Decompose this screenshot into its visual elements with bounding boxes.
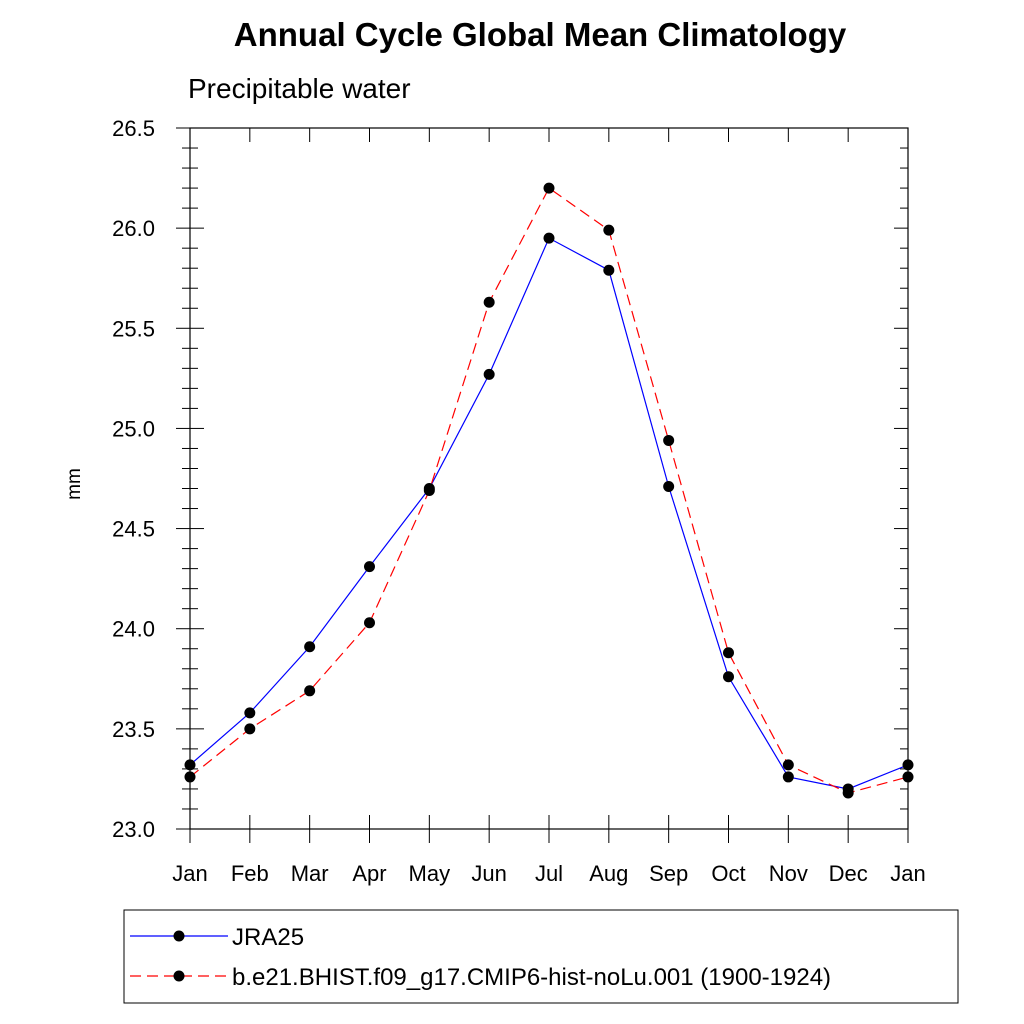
legend: JRA25 b.e21.BHIST.f09_g17.CMIP6-hist-noLu… xyxy=(123,909,959,1004)
x-tick-label: Jan xyxy=(172,861,207,886)
data-point xyxy=(663,481,675,493)
data-point xyxy=(483,296,495,308)
data-point xyxy=(603,224,615,236)
data-point xyxy=(543,182,555,194)
y-tick-label: 23.5 xyxy=(112,717,155,742)
data-point xyxy=(842,787,854,799)
x-tick-label: Mar xyxy=(291,861,329,886)
data-point xyxy=(543,232,555,244)
axis-ticks xyxy=(176,127,909,843)
legend-item-1: JRA25 xyxy=(130,924,304,951)
series-line xyxy=(189,237,909,790)
x-tick-label: Jul xyxy=(535,861,563,886)
y-tick-labels: 23.0 23.5 24.0 24.5 25.0 25.5 26.0 26.5 xyxy=(112,116,155,842)
data-point xyxy=(184,771,196,783)
data-point xyxy=(244,723,256,735)
legend-box xyxy=(123,909,959,1004)
data-point xyxy=(364,561,375,573)
data-point xyxy=(244,707,256,719)
data-point xyxy=(423,485,435,497)
chart-subtitle: Precipitable water xyxy=(188,73,411,104)
y-tick-label: 25.0 xyxy=(112,416,155,441)
data-point xyxy=(782,759,794,771)
legend-item-2: b.e21.BHIST.f09_g17.CMIP6-hist-noLu.001 … xyxy=(130,964,831,991)
data-point xyxy=(483,368,495,380)
data-point xyxy=(782,771,794,783)
legend-marker xyxy=(173,930,185,942)
legend-label: b.e21.BHIST.f09_g17.CMIP6-hist-noLu.001 … xyxy=(232,964,831,991)
data-point xyxy=(304,685,316,697)
y-tick-label: 26.5 xyxy=(112,116,155,141)
data-point xyxy=(184,759,196,771)
y-tick-label: 25.5 xyxy=(112,316,155,341)
y-axis-label: mm xyxy=(64,468,85,500)
legend-entries: JRA25 b.e21.BHIST.f09_g17.CMIP6-hist-noLu… xyxy=(130,924,831,991)
y-tick-label: 26.0 xyxy=(112,216,155,241)
data-point xyxy=(902,759,914,771)
data-point xyxy=(304,641,316,653)
data-point xyxy=(902,771,914,783)
chart-title: Annual Cycle Global Mean Climatology xyxy=(234,16,847,53)
x-tick-label: Jun xyxy=(471,861,506,886)
data-point xyxy=(723,671,734,683)
x-tick-labels: Jan Feb Mar Apr May Jun Jul Aug Sep Oct Nov Dec Jan xyxy=(172,861,925,886)
data-point xyxy=(663,434,675,446)
x-tick-label: Aug xyxy=(589,861,628,886)
data-point xyxy=(364,617,375,629)
data-point xyxy=(723,647,734,659)
x-tick-label: Oct xyxy=(711,861,745,886)
x-tick-label: Apr xyxy=(352,861,386,886)
series-line xyxy=(189,187,909,794)
legend-label: JRA25 xyxy=(232,924,304,951)
data-point xyxy=(603,264,615,276)
x-tick-label: Sep xyxy=(649,861,688,886)
series-layer xyxy=(184,182,914,799)
series-2 xyxy=(184,182,914,799)
x-tick-label: Feb xyxy=(231,861,269,886)
x-tick-label: Nov xyxy=(769,861,808,886)
y-tick-label: 23.0 xyxy=(112,817,155,842)
x-tick-label: May xyxy=(409,861,451,886)
y-tick-label: 24.0 xyxy=(112,617,155,642)
x-tick-label: Dec xyxy=(829,861,868,886)
x-tick-label: Jan xyxy=(890,861,925,886)
series-1 xyxy=(184,232,914,795)
legend-marker xyxy=(173,970,185,982)
y-tick-label: 24.5 xyxy=(112,517,155,542)
